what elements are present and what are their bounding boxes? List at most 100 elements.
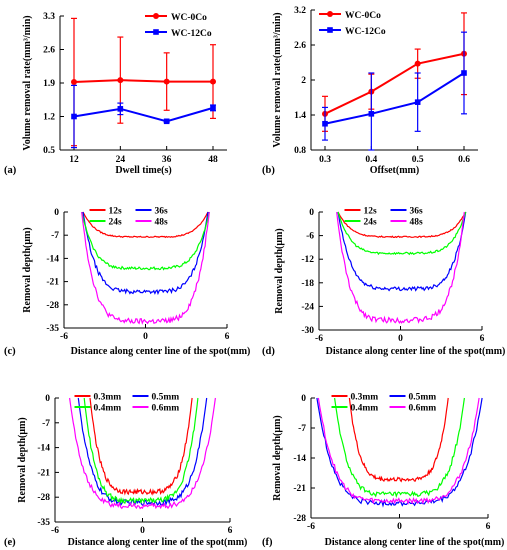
profile-line-12s [337, 211, 467, 239]
x-tick-label: -6 [60, 332, 68, 342]
x-axis-label: Offset(mm) [370, 165, 419, 176]
y-axis-label: Volume removal rate(mm³/min) [22, 15, 33, 150]
x-tick-label: 24 [116, 155, 126, 165]
y-tick-label: -18 [301, 279, 314, 289]
legend-label: WC-0Co [171, 13, 207, 23]
data-point [117, 106, 124, 112]
y-tick-label: -35 [46, 324, 59, 334]
x-axis-label: Distance along center line of the spot(m… [71, 346, 251, 357]
y-tick-label: 2 [301, 76, 306, 86]
y-tick-label: -14 [46, 254, 59, 264]
legend-label: WC-12Co [171, 29, 212, 39]
legend-label: 12s [364, 207, 378, 217]
x-tick-label: 48 [208, 155, 218, 165]
profile-line-24s [81, 211, 210, 271]
profile-line-48s [81, 211, 210, 325]
data-point [210, 105, 216, 111]
y-tick-label: 3.3 [43, 12, 55, 22]
x-tick-label: 6 [225, 332, 230, 342]
y-tick-label: -7 [51, 231, 59, 241]
y-tick-label: 1.9 [43, 79, 55, 89]
chart-panel-e: 0 -7 -14 -21 -28 -35 Removal depth(μm) Distance… [4, 393, 247, 549]
panel-label: (b) [262, 165, 275, 176]
legend-marker [153, 29, 159, 35]
series-line [73, 106, 214, 123]
profile-line-0.6mm [69, 397, 216, 510]
legend-label: 0.5mm [152, 393, 180, 403]
data-point [368, 111, 375, 117]
y-tick-label: -7 [42, 419, 50, 429]
legend-label: 12s [109, 207, 123, 217]
panel-label: (d) [262, 346, 275, 357]
x-tick-label: 0.6 [458, 155, 470, 165]
legend-label: WC-12Co [345, 27, 386, 37]
profile-line-24s [337, 211, 467, 256]
y-tick-label: 3.2 [294, 6, 306, 16]
y-tick-label: -28 [293, 514, 306, 524]
profile-line-48s [336, 211, 465, 324]
x-tick-label: -6 [51, 526, 59, 536]
profile-line-0.4mm [83, 397, 199, 505]
profile-line-0.5mm [77, 397, 208, 507]
y-tick-label: -14 [293, 454, 306, 464]
y-tick-label: -28 [46, 301, 59, 311]
data-point [210, 78, 216, 85]
panel-label: (c) [4, 346, 16, 357]
data-point [71, 79, 77, 86]
series-line [324, 52, 465, 115]
legend-label: 48s [410, 218, 424, 228]
x-tick-label: -6 [307, 522, 315, 532]
y-axis-label: Removal depth(μm) [274, 228, 285, 313]
x-tick-label: -6 [315, 334, 323, 344]
x-tick-label: 36 [162, 155, 172, 165]
profile-line-36s [82, 211, 209, 296]
data-point [414, 99, 421, 105]
legend-label: 0.4mm [94, 404, 122, 414]
x-tick-label: 0.5 [412, 155, 424, 165]
profile-line-0.5mm [316, 397, 483, 508]
legend-label: 48s [155, 218, 169, 228]
series-wc-12co [322, 31, 467, 151]
x-axis-label: Distance along center line of the spot(m… [68, 537, 248, 548]
y-tick-label: -30 [301, 326, 314, 336]
profile-line-0.6mm [317, 397, 480, 505]
profile-line-0.3mm [348, 397, 449, 483]
data-point [163, 118, 170, 125]
panel-label: (a) [4, 165, 17, 176]
panel-label: (e) [4, 537, 16, 548]
y-tick-label: 0 [54, 208, 59, 218]
y-tick-label: 2.6 [43, 46, 55, 56]
chart-panel-b: 0.8 1.4 2 2.6 3.2 Volume removal rate(mm³/min… [262, 6, 478, 176]
y-tick-label: 0 [301, 394, 306, 404]
y-axis-label: Removal depth(μm) [17, 417, 28, 502]
y-tick-label: 1.2 [43, 113, 55, 123]
x-tick-label: 6 [228, 526, 233, 536]
series-wc-12co [71, 84, 216, 149]
y-tick-label: 0.8 [294, 146, 306, 156]
x-axis-label: Distance along center line of the spot(m… [325, 537, 505, 548]
legend-label: 36s [410, 207, 424, 217]
chart-panel-c: 0 -7 -14 -21 -28 -35 Removal depth(μm) Distance… [4, 207, 250, 358]
y-tick-label: -7 [298, 424, 306, 434]
legend-marker [153, 13, 159, 19]
chart-panel-f: 0 -7 -14 -21 -28 Removal depth(μm) Distance al… [262, 393, 504, 549]
x-tick-label: 6 [480, 334, 485, 344]
legend-label: 0.3mm [94, 393, 122, 403]
legend-label: WC-0Co [345, 11, 381, 21]
x-tick-label: 6 [486, 522, 491, 532]
x-tick-label: 0 [398, 334, 403, 344]
x-tick-label: 0 [140, 526, 145, 536]
data-point [461, 70, 467, 76]
series-wc-0co [322, 12, 467, 132]
y-tick-label: 1.4 [294, 111, 306, 121]
chart-panel-a: 0.5 1.2 1.9 2.6 3.3 Volume removal rate(mm³/m… [4, 12, 227, 176]
x-tick-label: 12 [69, 155, 79, 165]
data-point [322, 120, 328, 127]
legend-marker [327, 27, 333, 33]
profile-line-0.3mm [89, 397, 193, 496]
x-tick-label: 0 [143, 332, 148, 342]
y-tick-label: -21 [37, 468, 50, 478]
series-line [73, 79, 213, 84]
x-axis-label: Distance along center line of the spot(m… [326, 346, 506, 357]
